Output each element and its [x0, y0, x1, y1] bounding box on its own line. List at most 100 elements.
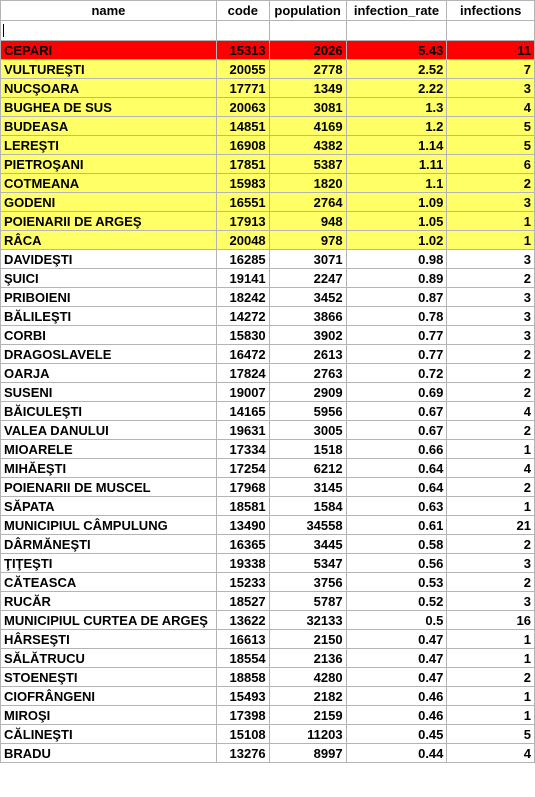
cell-code[interactable]: 19338	[215, 553, 270, 573]
cell-infections[interactable]: 7	[446, 59, 535, 79]
cell-population[interactable]: 2182	[268, 686, 347, 706]
cell-infection-rate[interactable]: 1.05	[345, 211, 448, 231]
cell-infection-rate[interactable]: 0.63	[345, 496, 448, 516]
cell-code[interactable]: 16472	[215, 344, 270, 364]
cell-code[interactable]: 19007	[215, 382, 270, 402]
cell-name[interactable]: VALEA DANULUI	[0, 420, 217, 440]
cell-code[interactable]: 14851	[215, 116, 270, 136]
cell-population[interactable]: 2026	[268, 40, 347, 60]
cell-infections[interactable]: 4	[446, 401, 535, 421]
cell-infections[interactable]: 3	[446, 78, 535, 98]
empty-cell[interactable]	[215, 20, 270, 41]
cell-population[interactable]: 4280	[268, 667, 347, 687]
cell-infections[interactable]: 1	[446, 629, 535, 649]
cell-infection-rate[interactable]: 0.77	[345, 325, 448, 345]
cell-code[interactable]: 15313	[215, 40, 270, 60]
cell-name[interactable]: STOENEŞTI	[0, 667, 217, 687]
empty-cell[interactable]	[268, 20, 347, 41]
cell-code[interactable]: 17851	[215, 154, 270, 174]
cell-infection-rate[interactable]: 1.11	[345, 154, 448, 174]
cell-name[interactable]: CEPARI	[0, 40, 217, 60]
cell-name[interactable]: DÂRMĂNEŞTI	[0, 534, 217, 554]
cell-code[interactable]: 18554	[215, 648, 270, 668]
cell-name[interactable]: MIOARELE	[0, 439, 217, 459]
cell-code[interactable]: 16613	[215, 629, 270, 649]
cell-code[interactable]: 17771	[215, 78, 270, 98]
cell-code[interactable]: 20055	[215, 59, 270, 79]
header-code[interactable]: code	[215, 0, 270, 21]
cell-population[interactable]: 2613	[268, 344, 347, 364]
cell-name[interactable]: CĂTEASCA	[0, 572, 217, 592]
cell-name[interactable]: ŢIŢEŞTI	[0, 553, 217, 573]
cell-infection-rate[interactable]: 1.14	[345, 135, 448, 155]
cell-name[interactable]: MIROŞI	[0, 705, 217, 725]
header-population[interactable]: population	[268, 0, 347, 21]
cell-population[interactable]: 8997	[268, 743, 347, 763]
cell-infection-rate[interactable]: 0.46	[345, 705, 448, 725]
cell-infection-rate[interactable]: 0.47	[345, 667, 448, 687]
empty-cell[interactable]	[446, 20, 535, 41]
cell-infections[interactable]: 2	[446, 363, 535, 383]
cell-name[interactable]: NUCŞOARA	[0, 78, 217, 98]
cell-name[interactable]: BUDEASA	[0, 116, 217, 136]
cell-name[interactable]: MIHĂEŞTI	[0, 458, 217, 478]
cell-infections[interactable]: 2	[446, 534, 535, 554]
header-infection-rate[interactable]: infection_rate	[345, 0, 448, 21]
cell-infections[interactable]: 2	[446, 382, 535, 402]
cell-name[interactable]: SUSENI	[0, 382, 217, 402]
cell-infection-rate[interactable]: 2.22	[345, 78, 448, 98]
cell-population[interactable]: 4382	[268, 135, 347, 155]
cell-infection-rate[interactable]: 1.09	[345, 192, 448, 212]
cell-population[interactable]: 3866	[268, 306, 347, 326]
cell-population[interactable]: 11203	[268, 724, 347, 744]
cell-infection-rate[interactable]: 1.2	[345, 116, 448, 136]
cell-population[interactable]: 2763	[268, 363, 347, 383]
cell-infection-rate[interactable]: 0.47	[345, 648, 448, 668]
cell-infections[interactable]: 1	[446, 705, 535, 725]
cell-name[interactable]: SĂPATA	[0, 496, 217, 516]
cell-population[interactable]: 2159	[268, 705, 347, 725]
cell-population[interactable]: 2909	[268, 382, 347, 402]
cell-name[interactable]: PRIBOIENI	[0, 287, 217, 307]
cell-infections[interactable]: 3	[446, 287, 535, 307]
cell-infection-rate[interactable]: 0.5	[345, 610, 448, 630]
cell-code[interactable]: 16365	[215, 534, 270, 554]
cell-code[interactable]: 18858	[215, 667, 270, 687]
cell-code[interactable]: 14165	[215, 401, 270, 421]
cell-name[interactable]: CĂLINEŞTI	[0, 724, 217, 744]
cell-infection-rate[interactable]: 0.67	[345, 401, 448, 421]
cell-name[interactable]: ŞUICI	[0, 268, 217, 288]
cell-infections[interactable]: 16	[446, 610, 535, 630]
cell-infections[interactable]: 1	[446, 686, 535, 706]
cell-code[interactable]: 18527	[215, 591, 270, 611]
cell-population[interactable]: 4169	[268, 116, 347, 136]
cell-population[interactable]: 2150	[268, 629, 347, 649]
cell-infections[interactable]: 2	[446, 572, 535, 592]
cell-population[interactable]: 1820	[268, 173, 347, 193]
cell-infection-rate[interactable]: 5.43	[345, 40, 448, 60]
cell-population[interactable]: 5387	[268, 154, 347, 174]
cell-name[interactable]: GODENI	[0, 192, 217, 212]
cell-population[interactable]: 3902	[268, 325, 347, 345]
cell-infections[interactable]: 2	[446, 667, 535, 687]
cell-code[interactable]: 18242	[215, 287, 270, 307]
cell-infection-rate[interactable]: 0.61	[345, 515, 448, 535]
cell-infections[interactable]: 3	[446, 591, 535, 611]
cell-infections[interactable]: 4	[446, 458, 535, 478]
cell-population[interactable]: 6212	[268, 458, 347, 478]
cell-infections[interactable]: 5	[446, 724, 535, 744]
cell-infection-rate[interactable]: 0.69	[345, 382, 448, 402]
cell-population[interactable]: 32133	[268, 610, 347, 630]
cell-population[interactable]: 2764	[268, 192, 347, 212]
cell-population[interactable]: 978	[268, 230, 347, 250]
cell-infections[interactable]: 2	[446, 344, 535, 364]
cell-code[interactable]: 20063	[215, 97, 270, 117]
cell-population[interactable]: 3756	[268, 572, 347, 592]
cell-infection-rate[interactable]: 0.45	[345, 724, 448, 744]
cell-population[interactable]: 3452	[268, 287, 347, 307]
cell-code[interactable]: 13622	[215, 610, 270, 630]
cell-code[interactable]: 17398	[215, 705, 270, 725]
cell-infection-rate[interactable]: 0.89	[345, 268, 448, 288]
cell-infections[interactable]: 5	[446, 135, 535, 155]
cell-population[interactable]: 3071	[268, 249, 347, 269]
